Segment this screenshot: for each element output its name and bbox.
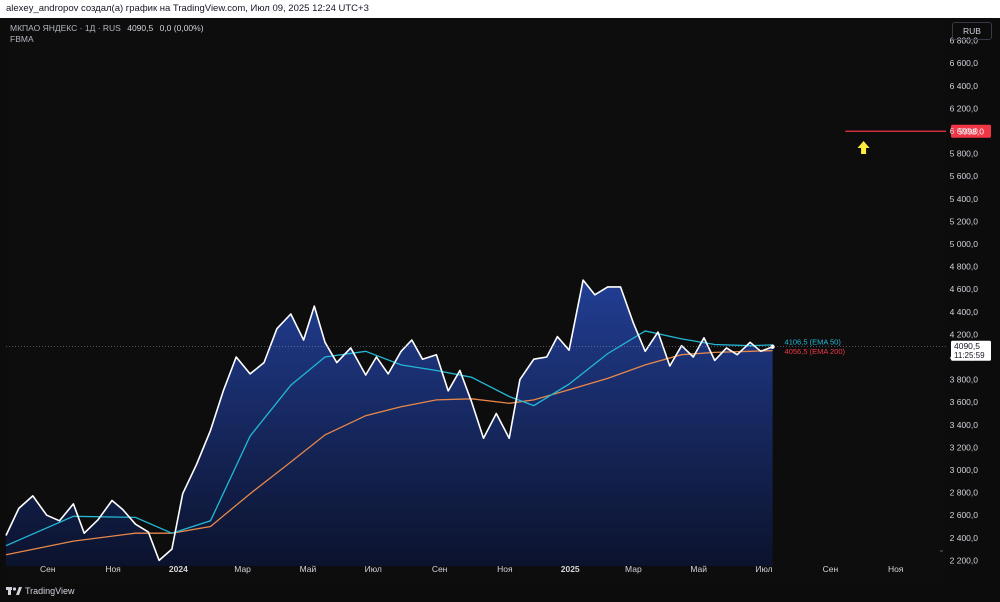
x-tick-label: Июл — [755, 564, 772, 574]
y-tick-label: 5 400,0 — [950, 194, 979, 204]
y-tick-label: 6 200,0 — [950, 103, 979, 113]
y-tick-label: 5 000,0 — [950, 239, 979, 249]
y-tick-label: 6 800,0 — [950, 36, 979, 46]
y-tick-label: 2 400,0 — [950, 533, 979, 543]
y-tick-label: 5 800,0 — [950, 149, 979, 159]
y-tick-label: 4 400,0 — [950, 307, 979, 317]
ema50-line — [5, 330, 773, 547]
price-area — [6, 280, 773, 566]
y-tick-label: 6 400,0 — [950, 81, 979, 91]
price-value: 4090,5 — [127, 23, 154, 33]
x-tick-label: Ноя — [497, 564, 513, 574]
last-price-dot — [770, 344, 775, 349]
x-tick-label: 2024 — [169, 564, 188, 574]
x-tick-label: Июл — [365, 564, 382, 574]
change-value: 0,0 (0,00%) — [159, 23, 204, 33]
ema200-label: 4056,5 (EMA 200) — [785, 347, 846, 356]
tradingview-logo-icon — [6, 587, 22, 595]
y-tick-label: 2 200,0 — [950, 555, 979, 565]
up-arrow-icon — [857, 140, 870, 154]
ema200-line — [5, 349, 773, 556]
x-tick-label: Ноя — [888, 564, 904, 574]
x-tick-label: Мар — [625, 564, 642, 574]
y-tick-label: 4 800,0 — [950, 262, 979, 272]
x-tick-label: Май — [300, 564, 317, 574]
y-tick-label: 2 600,0 — [950, 510, 979, 520]
tradingview-logo[interactable]: TradingView — [6, 586, 75, 596]
brand-name: TradingView — [25, 586, 75, 596]
y-tick-label: 5 600,0 — [950, 171, 979, 181]
x-tick-label: 2025 — [561, 564, 580, 574]
x-tick-label: Мар — [234, 564, 251, 574]
y-tick-label: 3 800,0 — [950, 375, 979, 385]
y-tick-label: 4 600,0 — [950, 284, 979, 294]
y-tick-label: 6 000,0 — [950, 126, 979, 136]
indicator-label[interactable]: FBMA — [10, 34, 34, 44]
y-tick-label: 3 200,0 — [950, 442, 979, 452]
price-line — [5, 279, 773, 562]
target-price-badge — [951, 124, 991, 138]
y-tick-label: 3 400,0 — [950, 420, 979, 430]
target-price-text: 5998,0 — [958, 127, 984, 137]
ema50-label: 4106,5 (EMA 50) — [785, 337, 842, 346]
last-price-badge — [951, 340, 991, 361]
y-tick-label: 3 600,0 — [950, 397, 979, 407]
y-tick-label: 3 000,0 — [950, 465, 979, 475]
currency-button[interactable]: RUB — [952, 22, 992, 40]
x-tick-label: Сен — [823, 564, 839, 574]
last-price-text: 4090,5 — [954, 341, 980, 351]
y-tick-label: 6 600,0 — [950, 58, 979, 68]
y-tick-label: 4 200,0 — [950, 329, 979, 339]
attribution-text: alexey_andropov создал(а) график на Trad… — [6, 3, 369, 14]
y-tick-label: 5 200,0 — [950, 216, 979, 226]
chart-legend: МКПАО ЯНДЕКС · 1Д · RUS 4090,5 0,0 (0,00… — [10, 23, 204, 45]
countdown-timer-text: 11:25:59 — [954, 351, 985, 360]
x-tick-label: Сен — [40, 564, 56, 574]
x-tick-label: Ноя — [105, 564, 121, 574]
footer-bar — [0, 584, 1000, 602]
y-tick-label: 2 800,0 — [950, 488, 979, 498]
attribution-bar: alexey_andropov создал(а) график на Trad… — [0, 0, 1000, 18]
x-tick-label: Сен — [432, 564, 448, 574]
x-tick-label: Май — [690, 564, 707, 574]
symbol-label[interactable]: МКПАО ЯНДЕКС · 1Д · RUS — [10, 23, 121, 33]
